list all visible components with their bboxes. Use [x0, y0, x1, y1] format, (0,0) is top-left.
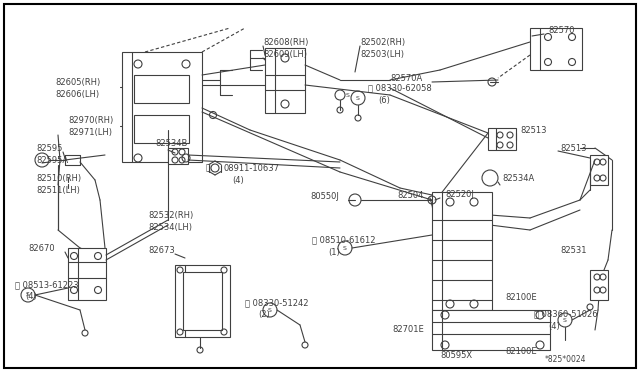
Text: *825*0024: *825*0024 — [545, 356, 586, 365]
Text: 82534(LH): 82534(LH) — [148, 222, 192, 231]
Text: 82513: 82513 — [560, 144, 586, 153]
Text: 82673: 82673 — [148, 246, 175, 254]
Text: 82595A: 82595A — [36, 155, 68, 164]
Bar — [590, 155, 608, 185]
Text: S: S — [268, 308, 272, 312]
Text: 82503(LH): 82503(LH) — [360, 49, 404, 58]
Text: 08911-10637: 08911-10637 — [224, 164, 280, 173]
Text: S: S — [356, 96, 360, 100]
Bar — [432, 310, 550, 350]
Text: Ⓢ 08330-62058: Ⓢ 08330-62058 — [368, 83, 432, 93]
Bar — [183, 272, 222, 330]
Text: 82502(RH): 82502(RH) — [360, 38, 405, 46]
Text: Ⓢ 08513-61223: Ⓢ 08513-61223 — [15, 280, 79, 289]
Text: Ⓝ: Ⓝ — [205, 164, 211, 173]
Bar — [122, 52, 202, 162]
Text: 82970(RH): 82970(RH) — [68, 115, 113, 125]
Text: 82605(RH): 82605(RH) — [55, 77, 100, 87]
Bar — [168, 148, 188, 164]
Text: 80550J: 80550J — [310, 192, 339, 201]
Text: 82595: 82595 — [36, 144, 62, 153]
Text: S: S — [343, 246, 347, 250]
Text: 82511(LH): 82511(LH) — [36, 186, 80, 195]
Text: (4): (4) — [548, 321, 560, 330]
Text: (6): (6) — [378, 96, 390, 105]
Text: 80595X: 80595X — [440, 350, 472, 359]
Text: 82100E: 82100E — [505, 347, 536, 356]
Bar — [175, 265, 230, 337]
Text: 82504: 82504 — [397, 190, 424, 199]
Text: S: S — [346, 93, 350, 97]
Bar — [265, 48, 305, 113]
Text: (4): (4) — [25, 292, 36, 301]
Text: (2): (2) — [258, 311, 269, 320]
Text: 82510(RH): 82510(RH) — [36, 173, 81, 183]
Bar — [134, 75, 189, 103]
Text: S: S — [26, 292, 30, 298]
Text: 82534B: 82534B — [155, 138, 188, 148]
Text: 82670: 82670 — [28, 244, 54, 253]
Bar — [530, 28, 582, 70]
Text: 82570A: 82570A — [390, 74, 422, 83]
Text: (4): (4) — [232, 176, 244, 185]
Text: Ⓢ 08510-61612: Ⓢ 08510-61612 — [312, 235, 376, 244]
Text: Ⓢ 08360-51026: Ⓢ 08360-51026 — [534, 310, 598, 318]
Text: 82701E: 82701E — [392, 326, 424, 334]
Text: 82971(LH): 82971(LH) — [68, 128, 112, 137]
Text: 82100E: 82100E — [505, 294, 536, 302]
Text: 82534A: 82534A — [502, 173, 534, 183]
Text: 82513: 82513 — [520, 125, 547, 135]
Bar — [432, 192, 492, 310]
Bar — [134, 115, 189, 143]
Text: 82520J: 82520J — [445, 189, 474, 199]
Bar — [590, 270, 608, 300]
Text: 82608(RH): 82608(RH) — [263, 38, 308, 46]
Text: 82570: 82570 — [548, 26, 575, 35]
Text: (1): (1) — [328, 247, 340, 257]
Text: 82531: 82531 — [560, 246, 586, 254]
Bar — [488, 128, 516, 150]
Text: Ⓢ 08330-51242: Ⓢ 08330-51242 — [245, 298, 308, 308]
Text: 82609(LH): 82609(LH) — [263, 49, 307, 58]
Bar — [68, 248, 106, 300]
Text: S: S — [563, 317, 567, 323]
Text: 82606(LH): 82606(LH) — [55, 90, 99, 99]
Text: 82532(RH): 82532(RH) — [148, 211, 193, 219]
